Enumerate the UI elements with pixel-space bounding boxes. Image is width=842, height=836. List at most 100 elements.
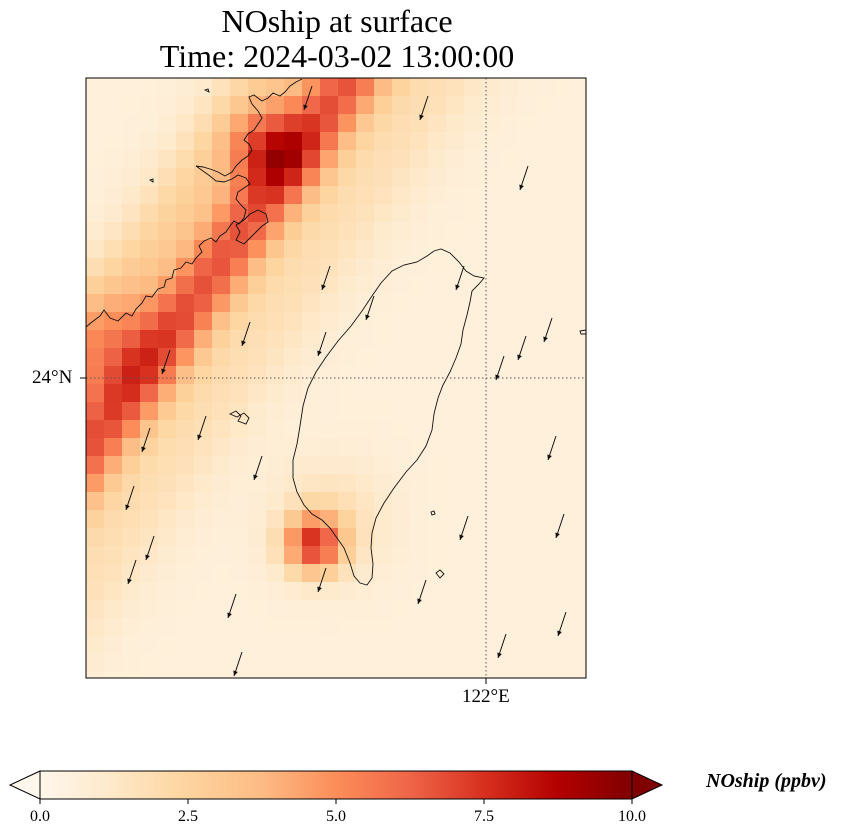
field-cell [356, 438, 375, 457]
field-cell [374, 420, 393, 439]
field-cell [428, 294, 447, 313]
field-cell [302, 240, 321, 259]
field-cell [284, 438, 303, 457]
field-cell [212, 258, 231, 277]
field-cell [104, 132, 123, 151]
field-cell [194, 258, 213, 277]
field-cell [284, 348, 303, 367]
field-cell [122, 456, 141, 475]
field-cell [500, 294, 519, 313]
field-cell [500, 438, 519, 457]
field-cell [176, 510, 195, 529]
field-cell [392, 510, 411, 529]
field-cell [320, 600, 339, 619]
field-cell [104, 438, 123, 457]
field-cell [572, 366, 586, 385]
island-outline [148, 178, 154, 183]
field-cell [482, 546, 501, 565]
field-cell [554, 240, 573, 259]
field-cell [104, 168, 123, 187]
field-cell [302, 258, 321, 277]
field-cell [266, 348, 285, 367]
field-cell [374, 222, 393, 241]
field-cell [104, 204, 123, 223]
field-cell [536, 276, 555, 295]
field-cell [518, 618, 537, 637]
field-cell [194, 600, 213, 619]
field-cell [356, 366, 375, 385]
field-cell [500, 672, 519, 678]
field-cell [122, 402, 141, 421]
field-cell [518, 366, 537, 385]
field-cell [194, 96, 213, 115]
wind-arrow [497, 633, 507, 659]
field-cell [284, 96, 303, 115]
colorbar-title: NOship (ppbv) [706, 770, 827, 792]
field-cell [500, 240, 519, 259]
field-cell [248, 330, 267, 349]
wind-arrow [419, 95, 429, 121]
field-cell [230, 618, 249, 637]
field-cell [554, 384, 573, 403]
field-cell [572, 636, 586, 655]
title-line-time: Time: 2024-03-02 13:00:00 [159, 38, 515, 74]
field-cell [86, 168, 105, 187]
field-cell [392, 474, 411, 493]
field-cell [338, 186, 357, 205]
field-cell [212, 456, 231, 475]
field-cell [302, 420, 321, 439]
field-cell [158, 492, 177, 511]
field-cell [104, 402, 123, 421]
field-cell [500, 564, 519, 583]
field-cell [410, 384, 429, 403]
field-cell [86, 582, 105, 601]
field-cell [374, 168, 393, 187]
field-cell [302, 636, 321, 655]
field-cell [284, 672, 303, 678]
field-cell [284, 654, 303, 673]
field-cell [464, 276, 483, 295]
field-cell [374, 204, 393, 223]
field-cell [212, 312, 231, 331]
field-cell [248, 348, 267, 367]
field-cell [140, 330, 159, 349]
field-cell [86, 402, 105, 421]
field-cell [122, 132, 141, 151]
field-cell [410, 276, 429, 295]
field-cell [320, 618, 339, 637]
field-cell [374, 348, 393, 367]
field-cell [338, 474, 357, 493]
field-cell [536, 240, 555, 259]
field-cell [554, 348, 573, 367]
field-cell [536, 384, 555, 403]
field-cell [230, 96, 249, 115]
field-cell [302, 168, 321, 187]
field-cell [536, 564, 555, 583]
field-cell [410, 204, 429, 223]
field-cell [194, 276, 213, 295]
field-cell [284, 168, 303, 187]
field-cell [572, 78, 586, 97]
field-cell [338, 438, 357, 457]
colorbar-tick-label: 5.0 [326, 808, 346, 825]
field-cell [104, 474, 123, 493]
field-cell [392, 672, 411, 678]
field-cell [536, 546, 555, 565]
field-cell [194, 168, 213, 187]
field-cell [212, 150, 231, 169]
field-cell [176, 348, 195, 367]
field-cell [356, 222, 375, 241]
field-cell [392, 150, 411, 169]
field-cell [356, 492, 375, 511]
field-cell [86, 186, 105, 205]
field-cell [500, 204, 519, 223]
field-cell [320, 312, 339, 331]
field-cell [356, 672, 375, 678]
field-cell [374, 618, 393, 637]
field-cell [194, 402, 213, 421]
field-cell [284, 528, 303, 547]
field-cell [482, 258, 501, 277]
field-cell [212, 384, 231, 403]
field-cell [338, 366, 357, 385]
field-cell [536, 456, 555, 475]
